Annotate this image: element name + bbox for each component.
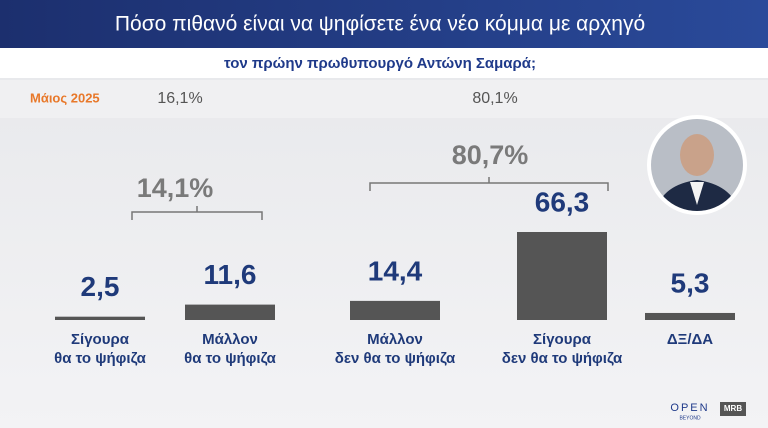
brand-logo: OPEN bbox=[670, 402, 709, 414]
previous-label: Μάιος 2025 bbox=[30, 90, 100, 105]
previous-value: 16,1% bbox=[157, 90, 202, 107]
group-label: 80,7% bbox=[452, 140, 529, 170]
bar bbox=[55, 316, 145, 320]
category-label: θα το ψήφιζα bbox=[54, 350, 147, 367]
chart-subtitle: τον πρώην πρωθυπουργό Αντώνη Σαμαρά; bbox=[224, 55, 536, 72]
category-label: δεν θα το ψήφιζα bbox=[502, 350, 623, 367]
category-label: Σίγουρα bbox=[533, 331, 592, 348]
source-box bbox=[720, 402, 746, 416]
bar bbox=[645, 312, 735, 320]
photo bbox=[651, 119, 743, 211]
previous-band bbox=[0, 80, 768, 118]
category-label: Μάλλον bbox=[367, 331, 423, 348]
value-label: 11,6 bbox=[204, 259, 257, 290]
category-label: θα το ψήφιζα bbox=[184, 350, 277, 367]
group-label: 14,1% bbox=[137, 173, 214, 203]
value-label: 2,5 bbox=[81, 271, 120, 302]
category-label: ΔΞ/ΔΑ bbox=[667, 331, 713, 348]
subtitle-band bbox=[0, 48, 768, 78]
category-label: δεν θα το ψήφιζα bbox=[335, 350, 456, 367]
value-label: 66,3 bbox=[535, 186, 590, 217]
category-label: Σίγουρα bbox=[71, 331, 130, 348]
bar bbox=[350, 300, 440, 320]
value-label: 5,3 bbox=[671, 267, 710, 298]
bar bbox=[185, 304, 275, 320]
chart-title: Πόσο πιθανό είναι να ψηφίσετε ένα νέο κό… bbox=[115, 13, 645, 36]
bar bbox=[517, 232, 607, 320]
source-logo: MRB bbox=[724, 404, 742, 413]
title-bar bbox=[0, 0, 768, 48]
category-label: Μάλλον bbox=[202, 331, 258, 348]
value-label: 14,4 bbox=[368, 255, 423, 286]
brand-tagline: BEYOND bbox=[679, 415, 701, 421]
bracket bbox=[131, 177, 609, 220]
previous-value: 80,1% bbox=[472, 90, 517, 107]
